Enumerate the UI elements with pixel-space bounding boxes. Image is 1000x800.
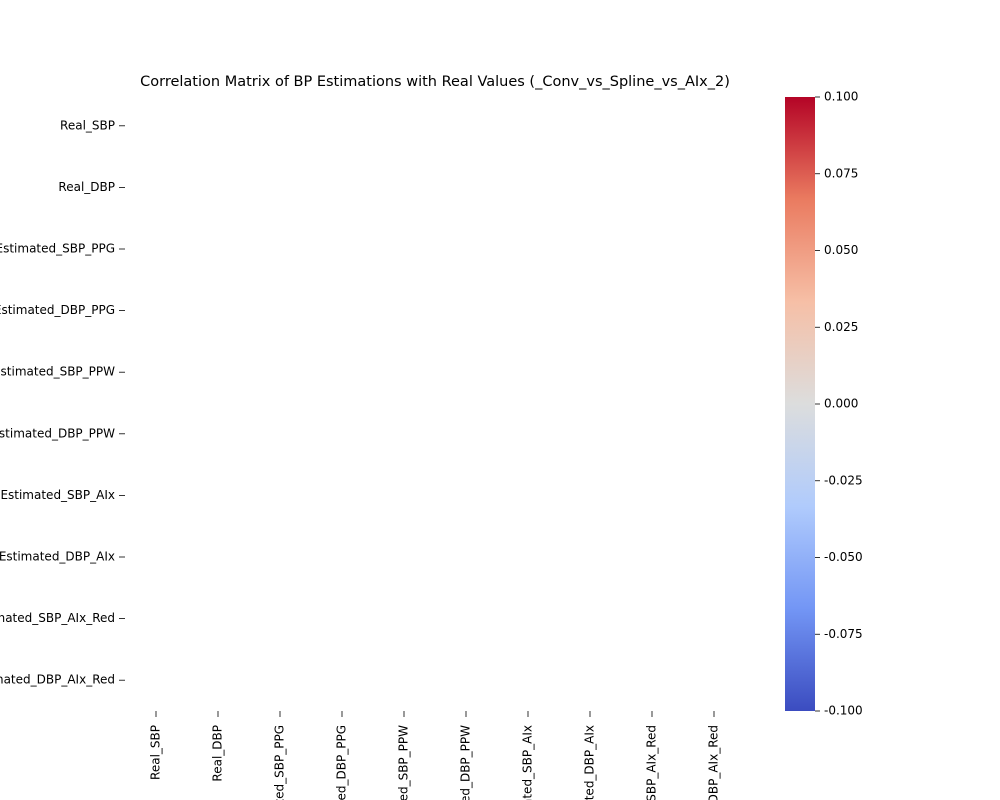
x-tick-label: Estimated_DBP_AIx [583,725,597,800]
y-tick-label: Estimated_SBP_AIx_Red [0,611,115,625]
y-tick-label: Estimated_SBP_PPG [0,242,115,256]
colorbar-tick-label: -0.075 [824,627,863,641]
x-tick-label: Estimated_SBP_AIx [521,725,535,800]
x-tick-label: Real_SBP [149,725,163,780]
x-tick-label: Estimated_SBP_AIx_Red [645,725,659,800]
x-tick-label: Estimated_DBP_PPW [459,725,473,800]
colorbar-tick-label: -0.025 [824,473,863,487]
colorbar-tick-label: 0.025 [824,320,858,334]
colorbar [785,97,815,711]
x-tick-label: Estimated_SBP_PPW [397,725,411,800]
colorbar-tick-label: 0.050 [824,243,858,257]
y-tick-label: Real_DBP [58,180,115,194]
colorbar-tick-label: 0.100 [824,90,858,104]
y-tick-label: Estimated_SBP_PPW [0,365,115,379]
x-tick-label: Estimated_DBP_AIx_Red [707,725,721,800]
x-tick-label: Estimated_DBP_PPG [335,725,349,800]
colorbar-tick-label: 0.075 [824,166,858,180]
chart-title: Correlation Matrix of BP Estimations wit… [140,74,730,90]
colorbar-tick-label: 0.000 [824,397,858,411]
y-tick-label: Estimated_SBP_AIx [0,488,115,502]
colorbar-tick-label: -0.050 [824,550,863,564]
y-tick-label: Estimated_DBP_PPW [0,426,115,440]
colorbar-tick-label: -0.100 [824,704,863,718]
x-tick-label: Estimated_SBP_PPG [273,725,287,800]
y-tick-label: Real_SBP [60,118,115,132]
x-tick-label: Real_DBP [211,725,225,782]
y-tick-label: Estimated_DBP_AIx [0,550,115,564]
y-tick-label: Estimated_DBP_PPG [0,303,115,317]
y-tick-label: Estimated_DBP_AIx_Red [0,673,115,687]
